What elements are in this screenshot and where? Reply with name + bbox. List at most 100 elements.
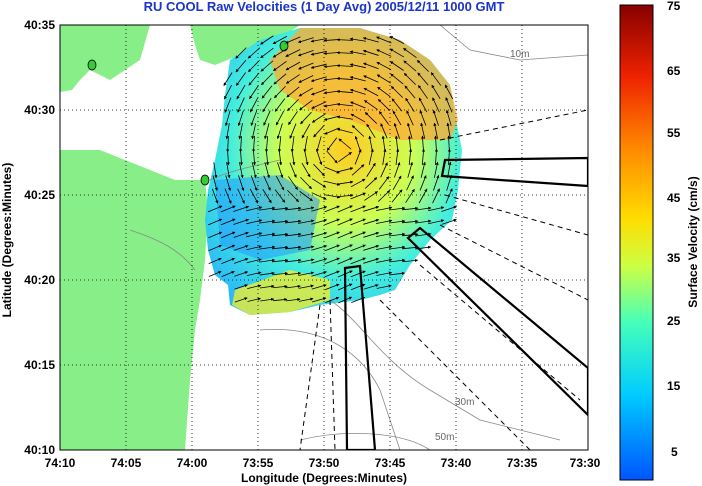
velocity-vector (445, 188, 453, 204)
velocity-vector (310, 63, 327, 69)
velocity-vector (220, 205, 236, 213)
velocity-vector (447, 161, 452, 178)
velocity-vector (366, 123, 376, 139)
velocity-vector (433, 161, 439, 178)
depth-contours (129, 25, 588, 450)
x-tick-labels: 74:10 74:05 74:00 73:55 73:50 73:45 73:4… (45, 456, 601, 470)
velocity-vector (311, 113, 326, 123)
velocity-vector (221, 244, 236, 252)
velocity-vector (249, 188, 259, 204)
velocity-vector (431, 84, 441, 100)
velocity-vector (349, 37, 366, 42)
velocity-vector (277, 162, 284, 179)
velocity-vector (363, 87, 379, 97)
velocity-vector (390, 86, 403, 98)
velocity-vector (259, 219, 276, 224)
velocity-vector (207, 205, 223, 213)
velocity-vector (298, 232, 315, 237)
velocity-vector (350, 178, 366, 188)
velocity-vector (224, 110, 231, 127)
velocity-vector (251, 162, 257, 179)
contour-label-30m: 30m (455, 397, 474, 408)
velocity-vector (260, 35, 274, 45)
velocity-vector (260, 297, 275, 302)
velocity-vector (246, 271, 262, 277)
velocity-vector (275, 110, 285, 126)
velocity-vector (349, 76, 366, 82)
velocity-vector (350, 257, 366, 265)
y-tick-labels: 40:35 40:30 40:25 40:20 40:15 40:10 (24, 18, 55, 457)
velocity-vector (285, 232, 302, 237)
colorbar-tick-label: 35 (667, 251, 681, 265)
velocity-vector (285, 49, 301, 57)
velocity-vector (259, 284, 275, 289)
velocity-vector (285, 258, 302, 263)
velocity-vector (298, 62, 314, 70)
velocity-vector (406, 110, 414, 126)
velocity-vector (261, 72, 273, 86)
velocity-vector (235, 59, 247, 73)
velocity-vector (364, 177, 378, 189)
velocity-vector (234, 284, 248, 290)
velocity-vector (298, 297, 314, 302)
velocity-vector (389, 48, 405, 58)
velocity-vector (285, 36, 301, 44)
velocity-vector (298, 206, 315, 211)
velocity-vector (246, 219, 263, 225)
velocity-vector (311, 257, 328, 264)
velocity-vector (298, 258, 315, 263)
velocity-vector (337, 270, 353, 278)
velocity-vector (264, 162, 270, 179)
velocity-vector (428, 219, 445, 225)
velocity-vector (337, 180, 354, 185)
x-tick-label: 73:40 (441, 456, 472, 470)
velocity-vector (389, 36, 405, 44)
velocity-vector (259, 258, 276, 263)
velocity-vector (430, 72, 442, 86)
velocity-vector (364, 112, 378, 124)
velocity-vector (285, 219, 302, 224)
velocity-vector (324, 166, 340, 174)
velocity-vector (395, 148, 400, 165)
velocity-vector (350, 192, 366, 200)
velocity-vector (272, 48, 288, 58)
x-tick-label: 73:45 (375, 456, 406, 470)
velocity-vector (377, 99, 390, 111)
velocity-vector (289, 123, 297, 139)
velocity-vector (301, 162, 311, 178)
velocity-vector (324, 283, 340, 291)
velocity-vector (368, 148, 374, 165)
velocity-vector (432, 188, 440, 204)
velocity-vector (324, 205, 340, 213)
velocity-vector (364, 191, 379, 201)
velocity-vector (351, 296, 366, 303)
velocity-vector (403, 60, 417, 72)
radial-coverage-lines (299, 109, 588, 450)
velocity-vector (225, 123, 230, 140)
x-tick-label: 74:00 (177, 456, 208, 470)
velocity-vector (287, 190, 299, 203)
velocity-vector (237, 188, 245, 204)
velocity-vector (363, 100, 378, 110)
colorbar-label: Surface Velocity (cm/s) (686, 176, 700, 307)
velocity-vector (275, 175, 285, 191)
velocity-vector (363, 284, 379, 290)
velocity-vector (351, 164, 365, 176)
velocity-vector (351, 125, 365, 137)
contour-label-10m: 10m (510, 49, 529, 60)
velocity-vector (337, 257, 353, 265)
velocity-vector (263, 110, 271, 126)
velocity-vector (350, 101, 366, 109)
plot-frame (59, 24, 589, 451)
velocity-vector (260, 60, 274, 72)
velocity-vector (376, 49, 392, 57)
velocity-vector (389, 219, 406, 224)
velocity-vector (272, 232, 289, 237)
velocity-vector (259, 245, 276, 250)
velocity-vector (363, 75, 379, 83)
velocity-vector (417, 72, 429, 86)
velocity-vector (274, 98, 286, 112)
contour-label-50m: 50m (435, 432, 454, 443)
velocity-vector (226, 162, 231, 179)
velocity-vector (389, 245, 406, 250)
